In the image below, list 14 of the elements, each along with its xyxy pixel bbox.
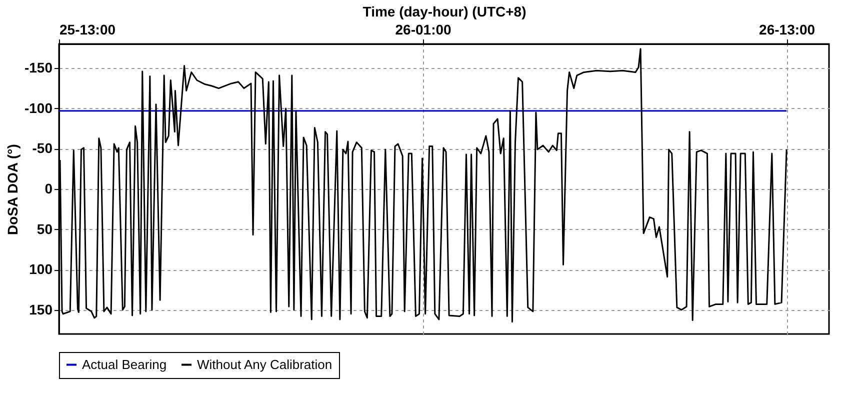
y-axis-title: DoSA DOA (°): [4, 144, 20, 235]
legend-label: Without Any Calibration: [197, 356, 332, 372]
y-tick-label: 150: [29, 301, 53, 318]
y-tick-label: -150: [24, 60, 53, 76]
x-axis-title: Time (day-hour) (UTC+8): [362, 4, 526, 20]
y-tick-label: -50: [32, 140, 53, 156]
x-tick-label: 26-13:00: [759, 22, 816, 38]
y-tick-label: 50: [36, 220, 53, 237]
y-tick-label: 100: [29, 261, 53, 278]
legend-label: Actual Bearing: [82, 356, 167, 372]
x-tick-label: 26-01:00: [395, 22, 452, 38]
x-tick-label: 25-13:00: [60, 22, 116, 38]
y-tick-label: 0: [44, 180, 53, 196]
y-tick-label: -100: [24, 100, 53, 116]
